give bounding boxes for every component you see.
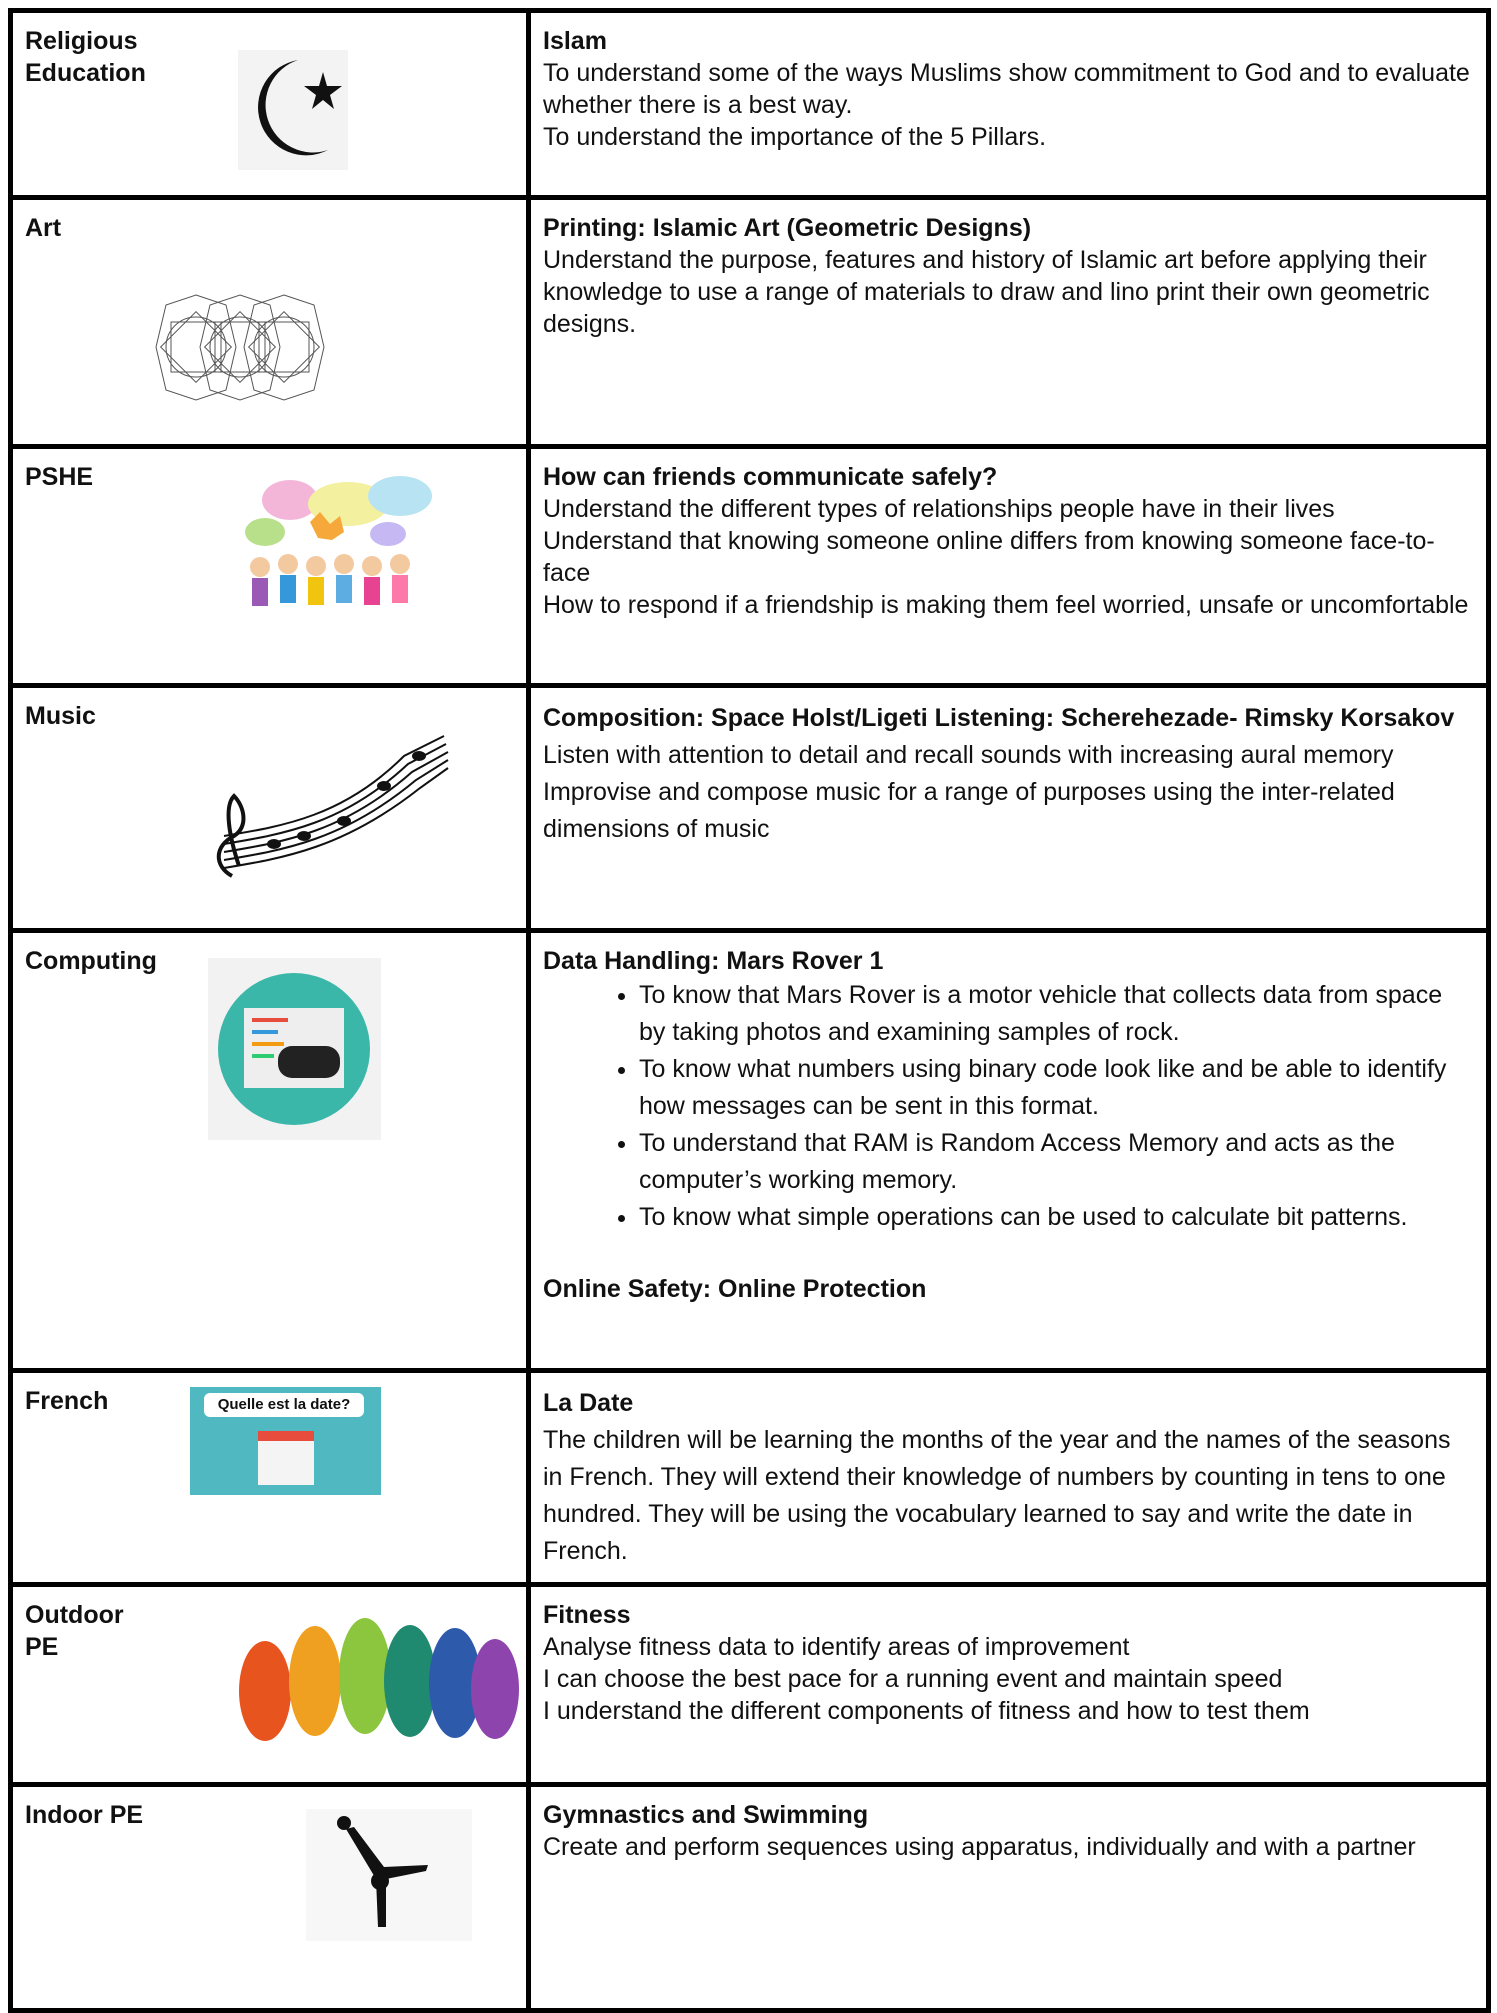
content-cell: Islam To understand some of the ways Musl…	[526, 8, 1491, 200]
icon	[204, 726, 449, 879]
subject: Indoor PE	[25, 1799, 514, 1831]
bullet-list: To know that Mars Rover is a motor vehic…	[543, 977, 1474, 1236]
content-cell: How can friends communicate safely? Under…	[526, 444, 1491, 688]
icon	[230, 1611, 523, 1751]
subject: French	[25, 1385, 514, 1417]
row: French Quelle est la date? La Date The chil…	[8, 1368, 1491, 1587]
icon: Quelle est la date?	[190, 1387, 381, 1495]
content-cell: La Date The children will be learning the…	[526, 1368, 1491, 1587]
heading: La Date	[543, 1389, 634, 1417]
subject-line: Outdoor	[25, 1601, 124, 1629]
row: Outdoor PE Fitness Analyse fitness data to …	[8, 1582, 1491, 1787]
heading: Composition: Space Holst/Ligeti Listenin…	[543, 704, 1455, 732]
content-cell: Data Handling: Mars Rover 1To know that …	[526, 928, 1491, 1373]
subject-line: Education	[25, 59, 146, 87]
icon	[208, 958, 381, 1140]
text-line: Understand the different types of relati…	[543, 495, 1335, 523]
bullet: To understand that RAM is Random Access …	[639, 1125, 1474, 1199]
text-line: I understand the different components of…	[543, 1697, 1310, 1725]
subject: Music	[25, 700, 514, 732]
bullet: To know what numbers using binary code l…	[639, 1051, 1474, 1125]
subject: Religious Education	[25, 25, 514, 89]
text-line: The children will be learning the months…	[543, 1426, 1451, 1565]
content-cell: Gymnastics and Swimming Create and perfor…	[526, 1782, 1491, 2013]
icon	[306, 1809, 472, 1941]
subject-line: Music	[25, 702, 96, 730]
row: PSHE How can friends communicate safely? U…	[8, 444, 1491, 688]
icon	[240, 472, 434, 617]
text-line: Analyse fitness data to identify areas o…	[543, 1633, 1130, 1661]
bullet: To know that Mars Rover is a motor vehic…	[639, 977, 1474, 1051]
calendar	[258, 1431, 314, 1485]
subject-cell: French Quelle est la date?	[8, 1368, 531, 1587]
subject-cell: PSHE	[8, 444, 531, 688]
text-line: Listen with attention to detail and reca…	[543, 741, 1394, 769]
subject-line: PSHE	[25, 463, 94, 491]
curriculum-table: Religious Education Islam To understand som…	[8, 8, 1491, 2013]
heading: Data Handling: Mars Rover 1	[543, 947, 884, 975]
heading: Islam	[543, 27, 607, 55]
subject-cell: Outdoor PE	[8, 1582, 531, 1787]
subject: Outdoor PE	[25, 1599, 514, 1663]
text-line: To understand some of the ways Muslims s…	[543, 59, 1470, 119]
heading: Printing: Islamic Art (Geometric Designs…	[543, 214, 1032, 242]
subject-line: Art	[25, 214, 62, 242]
row: Religious Education Islam To understand som…	[8, 8, 1491, 200]
subject: Art	[25, 212, 514, 244]
heading: How can friends communicate safely?	[543, 463, 998, 491]
image-caption: Quelle est la date?	[204, 1393, 364, 1417]
subject-cell: Music	[8, 683, 531, 933]
text-line: Understand that knowing someone online d…	[543, 527, 1435, 587]
icon	[238, 50, 348, 170]
row: Music Composition: Space Holst/Ligeti Lis…	[8, 683, 1491, 933]
subject-cell: Art	[8, 195, 531, 449]
text-line: Improvise and compose music for a range …	[543, 778, 1395, 843]
subject: Computing	[25, 945, 514, 977]
row: Indoor PE Gymnastics and Swimming Create a…	[8, 1782, 1491, 2013]
content-cell: Printing: Islamic Art (Geometric Designs…	[526, 195, 1491, 449]
subject-cell: Indoor PE	[8, 1782, 531, 2013]
subject-cell: Religious Education	[8, 8, 531, 200]
subject-line: Indoor PE	[25, 1801, 144, 1829]
heading: Gymnastics and Swimming	[543, 1801, 869, 1829]
subject: PSHE	[25, 461, 514, 493]
subject-line: PE	[25, 1633, 59, 1661]
content-cell: Composition: Space Holst/Ligeti Listenin…	[526, 683, 1491, 933]
bullet: To know what simple operations can be us…	[639, 1199, 1474, 1236]
footer-heading: Online Safety: Online Protection	[543, 1275, 927, 1303]
subject-line: French	[25, 1387, 109, 1415]
text-line: Understand the purpose, features and his…	[543, 246, 1430, 338]
text-line: I can choose the best pace for a running…	[543, 1665, 1283, 1693]
subject-cell: Computing	[8, 928, 531, 1373]
heading: Fitness	[543, 1601, 631, 1629]
content-cell: Fitness Analyse fitness data to identify …	[526, 1582, 1491, 1787]
text-line: How to respond if a friendship is making…	[543, 591, 1469, 619]
subject-line: Religious	[25, 27, 138, 55]
text-line: To understand the importance of the 5 Pi…	[543, 123, 1047, 151]
subject-line: Computing	[25, 947, 157, 975]
text-line: Create and perform sequences using appar…	[543, 1833, 1416, 1861]
row: Art Printing: Islamic Art (Geometric Desi…	[8, 195, 1491, 449]
icon	[151, 290, 329, 405]
